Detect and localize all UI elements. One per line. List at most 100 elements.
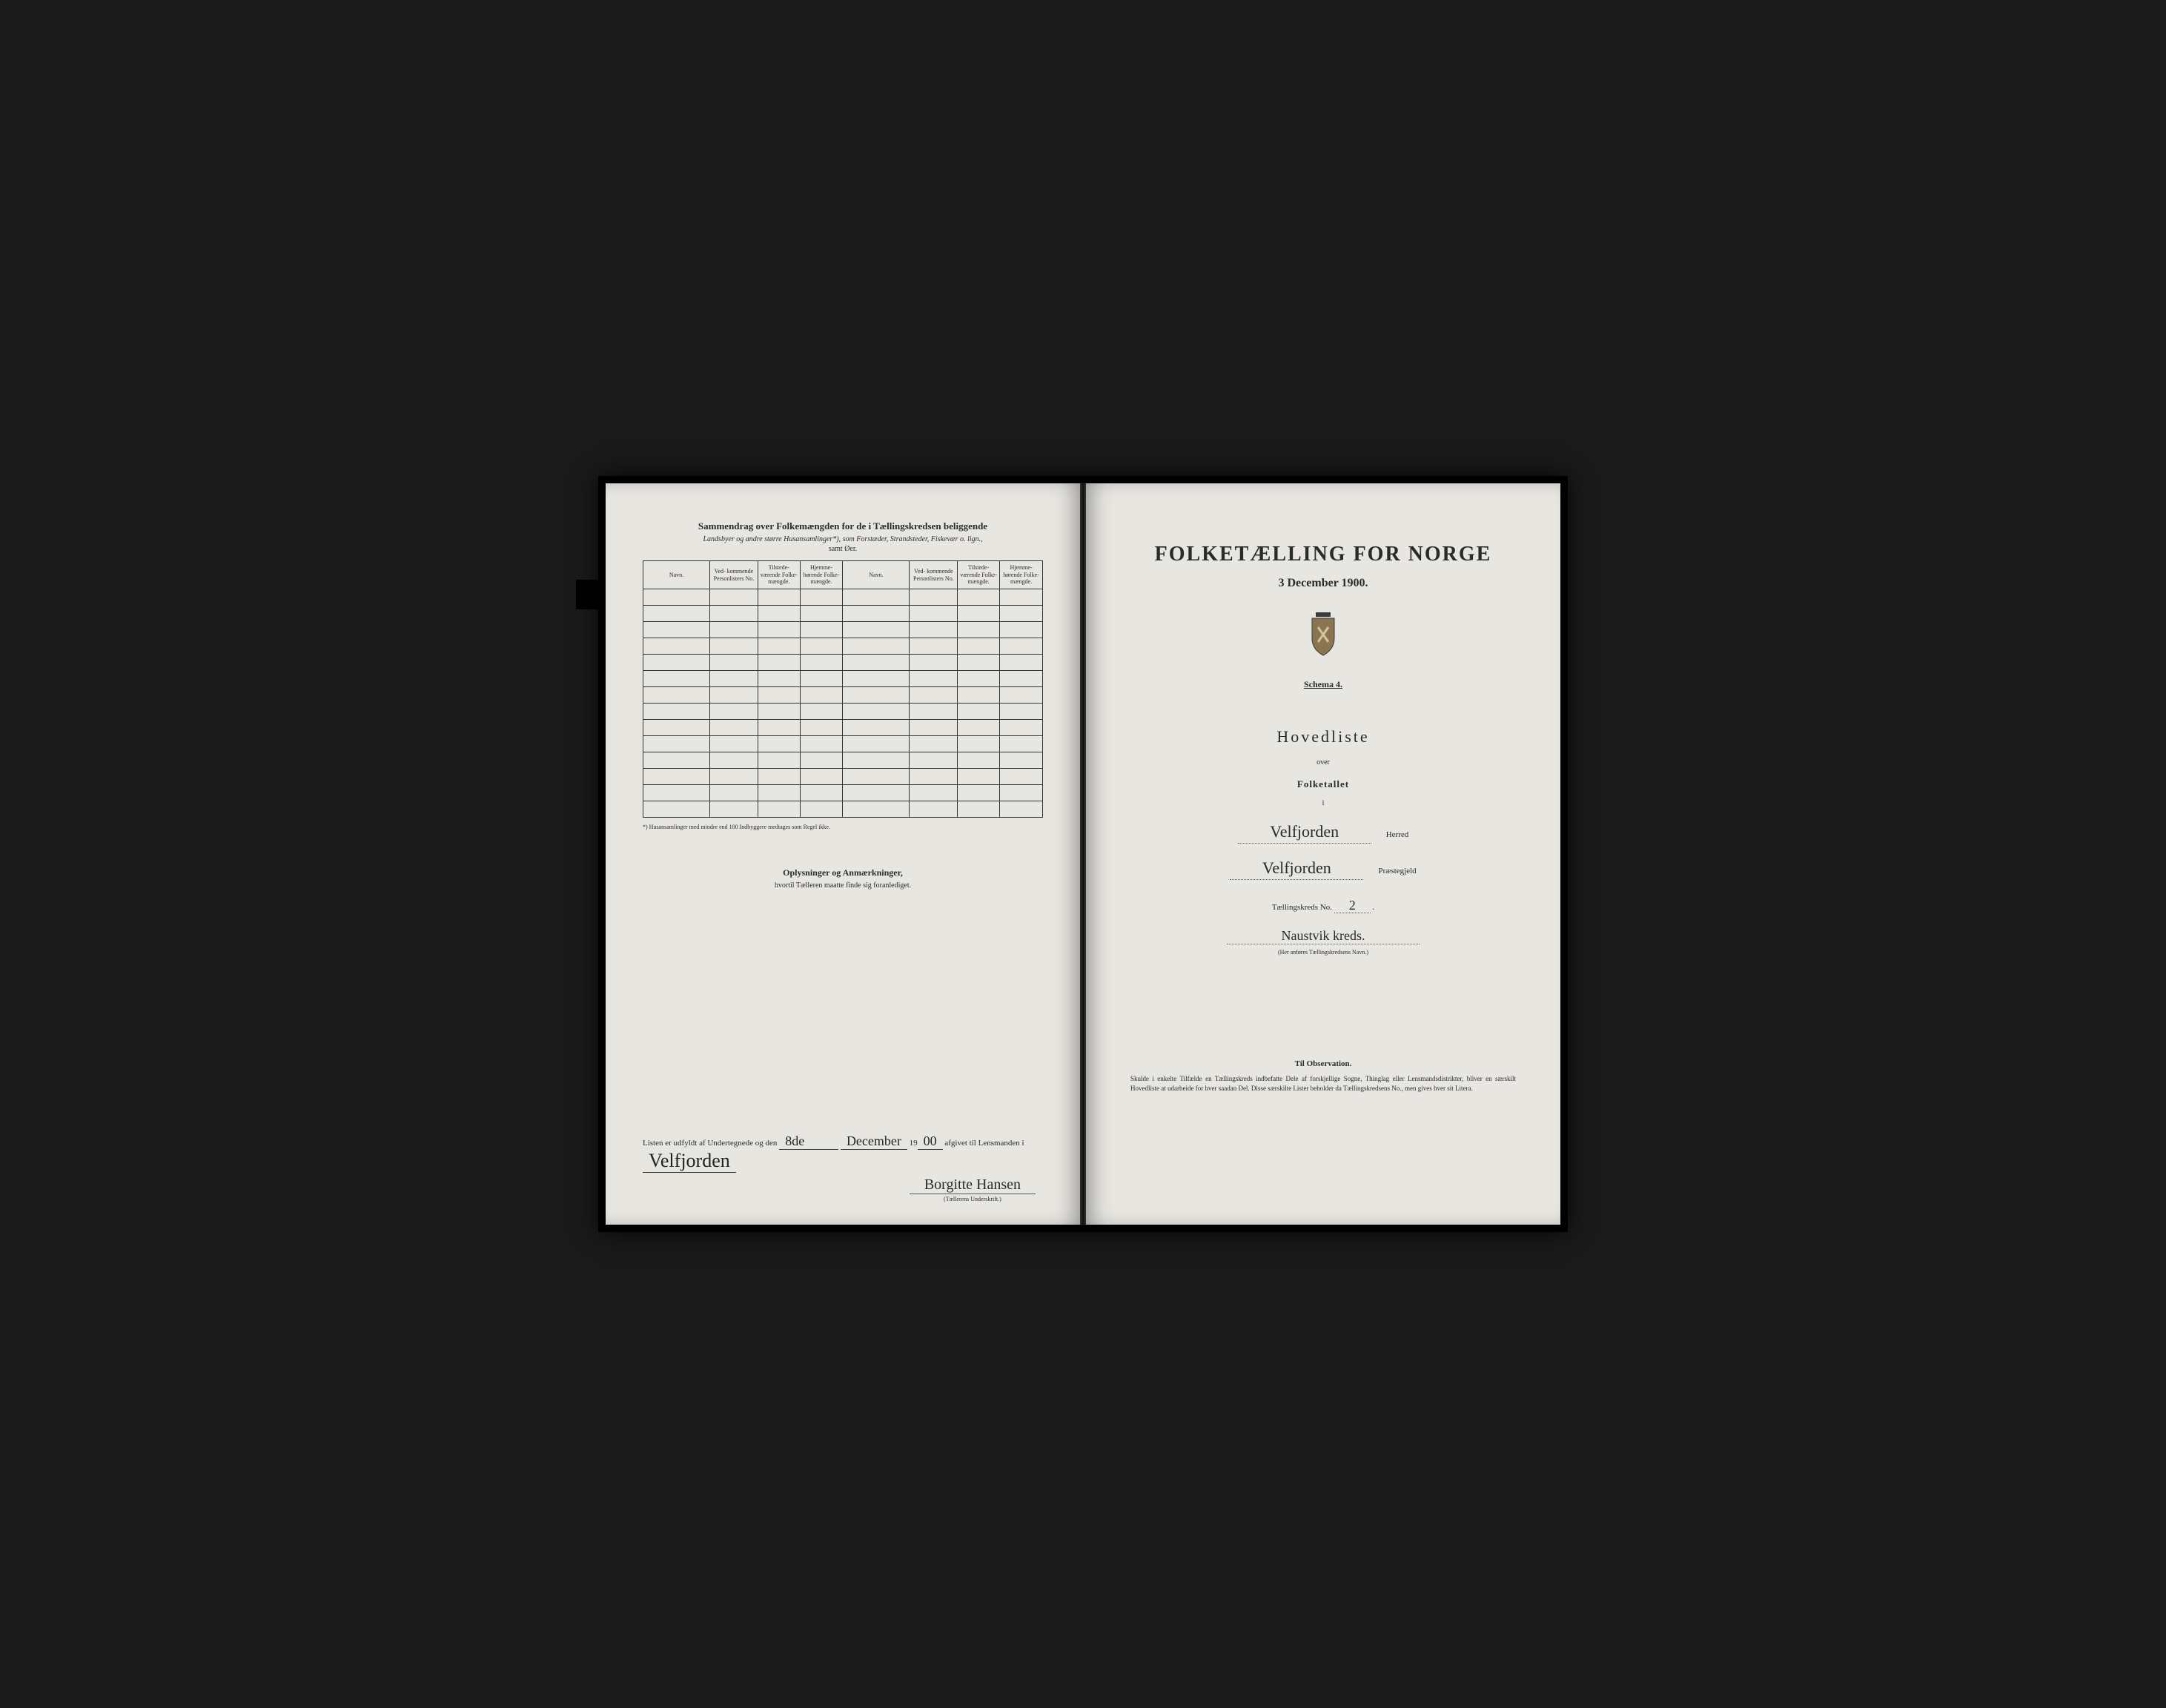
table-cell — [710, 606, 758, 622]
table-cell — [643, 752, 710, 769]
summary-subtitle: Landsbyer og andre større Husansamlinger… — [643, 535, 1043, 543]
table-cell — [843, 606, 910, 622]
i-label: i — [1123, 799, 1523, 807]
signature: Borgitte Hansen — [910, 1176, 1036, 1194]
table-cell — [958, 638, 1000, 655]
table-cell — [710, 801, 758, 818]
table-cell — [843, 638, 910, 655]
table-cell — [958, 752, 1000, 769]
table-cell — [643, 638, 710, 655]
table-cell — [710, 769, 758, 785]
table-cell — [958, 622, 1000, 638]
table-cell — [800, 671, 843, 687]
col-personlisters-1: Ved- kommende Personlisters No. — [710, 561, 758, 589]
table-cell — [910, 785, 958, 801]
table-cell — [958, 606, 1000, 622]
table-cell — [643, 785, 710, 801]
table-cell — [710, 687, 758, 704]
table-cell — [800, 720, 843, 736]
table-cell — [1000, 589, 1043, 606]
table-cell — [710, 704, 758, 720]
table-cell — [958, 769, 1000, 785]
table-cell — [710, 785, 758, 801]
col-navn-1: Navn. — [643, 561, 710, 589]
table-cell — [758, 801, 800, 818]
table-cell — [1000, 655, 1043, 671]
table-row — [643, 801, 1043, 818]
kreds-no-row: Tællingskreds No. 2 . — [1123, 898, 1523, 913]
table-cell — [800, 704, 843, 720]
table-cell — [1000, 769, 1043, 785]
col-personlisters-2: Ved- kommende Personlisters No. — [910, 561, 958, 589]
herred-row: Velfjorden Herred — [1123, 822, 1523, 844]
listen-prefix: Listen er udfyldt af Undertegnede og den — [643, 1139, 777, 1148]
table-cell — [758, 622, 800, 638]
book-spine — [1080, 483, 1086, 1225]
left-page: Sammendrag over Folkemængden for de i Tæ… — [606, 483, 1080, 1225]
table-cell — [1000, 606, 1043, 622]
table-cell — [843, 752, 910, 769]
table-cell — [910, 622, 958, 638]
table-cell — [800, 622, 843, 638]
listen-year: 00 — [918, 1133, 943, 1150]
col-tilstede-1: Tilstede- værende Folke- mængde. — [758, 561, 800, 589]
table-cell — [843, 671, 910, 687]
summary-table: Navn. Ved- kommende Personlisters No. Ti… — [643, 560, 1043, 818]
kreds-no-value: 2 — [1334, 898, 1371, 913]
table-cell — [643, 769, 710, 785]
table-cell — [643, 606, 710, 622]
table-cell — [800, 736, 843, 752]
summary-title: Sammendrag over Folkemængden for de i Tæ… — [643, 520, 1043, 532]
table-cell — [1000, 671, 1043, 687]
oplysninger-title: Oplysninger og Anmærkninger, — [643, 867, 1043, 878]
herred-label: Herred — [1386, 830, 1409, 839]
table-cell — [758, 752, 800, 769]
table-cell — [643, 622, 710, 638]
table-cell — [910, 589, 958, 606]
table-row — [643, 720, 1043, 736]
folketallet-label: Folketallet — [1123, 778, 1523, 790]
table-cell — [843, 736, 910, 752]
table-cell — [643, 655, 710, 671]
table-cell — [1000, 785, 1043, 801]
listen-year-prefix: 19 — [910, 1139, 918, 1148]
page-edge-damage — [576, 580, 598, 609]
table-cell — [643, 589, 710, 606]
listen-place: Velfjorden — [643, 1150, 736, 1173]
table-cell — [910, 638, 958, 655]
table-cell — [643, 704, 710, 720]
her-anfores-note: (Her anføres Tællingskredsens Navn.) — [1123, 949, 1523, 956]
col-navn-2: Navn. — [843, 561, 910, 589]
table-cell — [958, 671, 1000, 687]
table-cell — [643, 687, 710, 704]
table-cell — [710, 655, 758, 671]
table-cell — [800, 769, 843, 785]
table-cell — [643, 801, 710, 818]
table-row — [643, 736, 1043, 752]
table-cell — [758, 671, 800, 687]
oplysninger-subtitle: hvortil Tælleren maatte finde sig foranl… — [643, 881, 1043, 890]
table-row — [643, 655, 1043, 671]
table-cell — [710, 622, 758, 638]
summary-samt: samt Øer. — [643, 545, 1043, 553]
table-cell — [758, 638, 800, 655]
observation-text: Skulde i enkelte Tilfælde en Tællingskre… — [1123, 1074, 1523, 1093]
table-cell — [958, 801, 1000, 818]
herred-value: Velfjorden — [1238, 822, 1371, 844]
signature-label: (Tællerens Underskrift.) — [910, 1196, 1036, 1202]
listen-line: Listen er udfyldt af Undertegnede og den… — [643, 1133, 1043, 1173]
listen-month: December — [841, 1133, 907, 1150]
coat-of-arms-icon — [1305, 612, 1342, 657]
table-cell — [843, 622, 910, 638]
table-cell — [910, 801, 958, 818]
table-cell — [710, 720, 758, 736]
signature-block: Borgitte Hansen (Tællerens Underskrift.) — [910, 1176, 1036, 1202]
table-cell — [1000, 638, 1043, 655]
table-cell — [910, 606, 958, 622]
table-cell — [643, 736, 710, 752]
table-cell — [758, 704, 800, 720]
table-cell — [958, 655, 1000, 671]
table-cell — [958, 720, 1000, 736]
kreds-name-row: Naustvik kreds. — [1123, 928, 1523, 944]
footnote: *) Husansamlinger med mindre end 100 Ind… — [643, 824, 1043, 830]
